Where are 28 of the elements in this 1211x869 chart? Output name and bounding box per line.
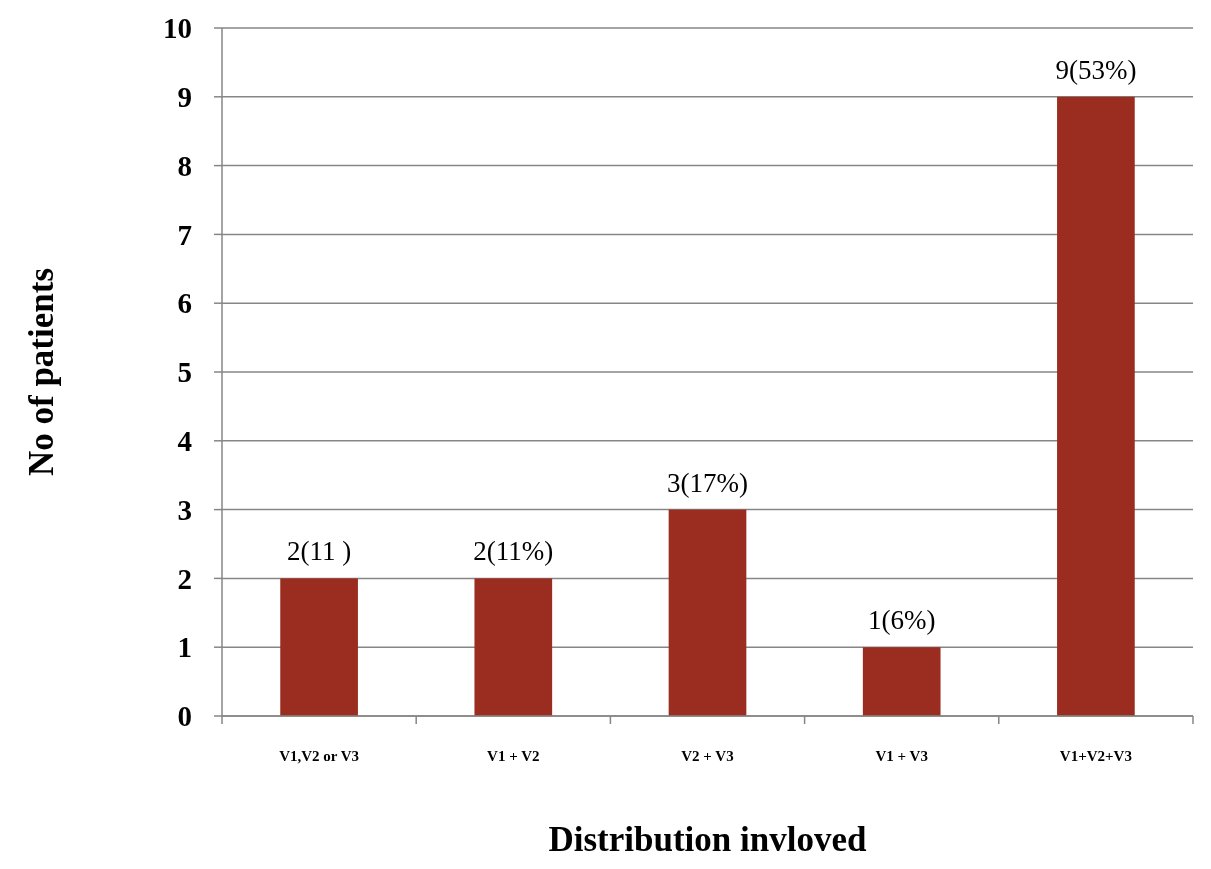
x-tick-label: V1+V2+V3: [1059, 748, 1132, 764]
y-tick-label: 0: [177, 700, 192, 733]
data-label: 2(11 ): [286, 536, 352, 567]
bar: [668, 509, 747, 716]
y-tick-label: 6: [177, 287, 192, 320]
y-tick-label: 10: [163, 12, 192, 45]
data-label: 2(11%): [473, 536, 554, 567]
bar: [862, 647, 941, 716]
data-label: 9(53%): [1055, 54, 1137, 85]
y-tick-label: 7: [177, 218, 192, 251]
y-tick-label: 4: [177, 424, 192, 457]
x-tick-label: V1,V2 or V3: [279, 748, 360, 764]
x-tick-label: V1 + V3: [875, 748, 928, 764]
data-label: 3(17%): [667, 467, 748, 498]
x-axis-title: Distribution invloved: [548, 820, 868, 859]
bar: [474, 578, 553, 716]
y-tick-label: 2: [177, 562, 192, 595]
data-label: 1(6%): [867, 605, 936, 636]
y-tick-label: 8: [177, 149, 192, 182]
y-tick-label: 1: [177, 631, 192, 664]
x-tick-label: V1 + V2: [487, 748, 540, 764]
y-axis-title: No of patients: [22, 267, 61, 477]
y-tick-label: 9: [177, 80, 192, 113]
y-tick-label: 5: [177, 356, 192, 389]
bar: [280, 578, 358, 716]
x-tick-label: V2 + V3: [681, 748, 734, 764]
bar: [1057, 96, 1135, 716]
y-tick-label: 3: [177, 493, 192, 526]
